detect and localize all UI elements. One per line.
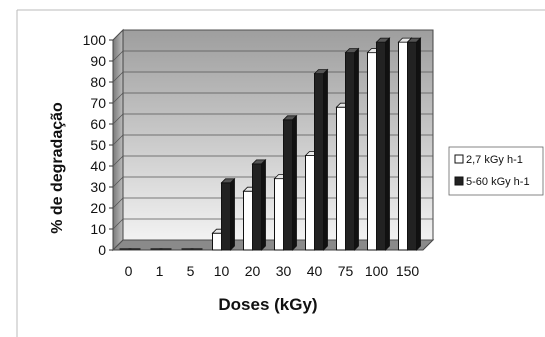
y-tick-label-40: 40: [90, 158, 106, 174]
gridline-40: [112, 155, 124, 167]
bars: [119, 37, 422, 251]
x-tick-label-20: 20: [245, 263, 261, 279]
x-tick-label-40: 40: [307, 263, 323, 279]
y-tick-label-100: 100: [83, 32, 107, 48]
bar-2-10: [220, 177, 236, 251]
x-tick-label-150: 150: [396, 263, 420, 279]
gridline-80: [112, 71, 124, 83]
bar-2-150: [406, 37, 422, 251]
x-tick-label-30: 30: [276, 263, 292, 279]
bar-2-30: [282, 114, 298, 251]
bar-2-75: [344, 47, 360, 251]
gridline-90: [112, 50, 124, 62]
gridline-50: [112, 134, 124, 146]
x-tick-label-100: 100: [365, 263, 389, 279]
y-axis-ticks: 0 10 20 30 40 50 60 70 80 90 100: [83, 32, 113, 258]
x-tick-label-10: 10: [214, 263, 230, 279]
gridline-0: [112, 239, 124, 251]
x-tick-label-5: 5: [187, 263, 195, 279]
y-tick-label-70: 70: [90, 95, 106, 111]
y-tick-label-90: 90: [90, 53, 106, 69]
gridline-10: [112, 218, 124, 230]
legend-swatch-series-1: [454, 154, 464, 164]
legend-box: [448, 146, 544, 196]
x-tick-label-0: 0: [125, 263, 133, 279]
legend-label-series-1: 2,7 kGy h-1: [466, 154, 523, 166]
gridline-70: [112, 92, 124, 104]
gridline-100: [112, 29, 124, 41]
x-tick-label-1: 1: [156, 263, 164, 279]
plot-area: 0 10 20 30 40 50 60 70 80 90 100 0 1 5 10 20 30 40 75 100 1…: [83, 28, 435, 279]
bar-2-20: [251, 158, 267, 251]
legend-swatch-series-2: [454, 176, 464, 186]
bar-2-40: [313, 68, 329, 251]
bar-2-100: [375, 37, 391, 251]
y-tick-label-60: 60: [90, 116, 106, 132]
x-axis-ticks: 0 1 5 10 20 30 40 75 100 150: [125, 263, 420, 279]
y-tick-label-10: 10: [90, 221, 106, 237]
x-tick-label-75: 75: [338, 263, 354, 279]
legend-label-series-2: 5-60 kGy h-1: [466, 176, 530, 188]
y-tick-label-20: 20: [90, 200, 106, 216]
y-tick-label-80: 80: [90, 74, 106, 90]
y-axis-label: % de degradação: [49, 102, 66, 234]
gridline-60: [112, 113, 124, 125]
legend: 2,7 kGy h-1 5-60 kGy h-1: [448, 146, 544, 196]
y-tick-label-0: 0: [98, 242, 106, 258]
y-tick-label-30: 30: [90, 179, 106, 195]
gridline-30: [112, 176, 124, 188]
gridline-20: [112, 197, 124, 209]
x-axis-label: Doses (kGy): [218, 295, 317, 314]
y-tick-label-50: 50: [90, 137, 106, 153]
